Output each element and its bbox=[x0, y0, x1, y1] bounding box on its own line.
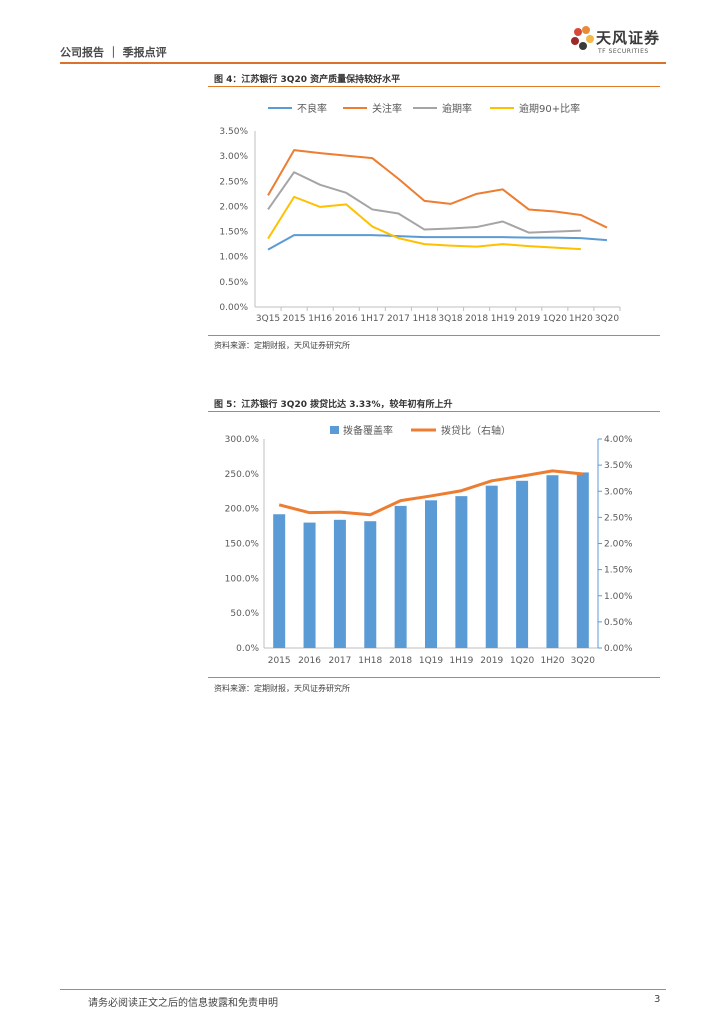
x-tick-label: 2017 bbox=[387, 314, 410, 324]
figure-4-top-line bbox=[208, 86, 660, 87]
bar bbox=[516, 480, 529, 648]
legend-label: 关注率 bbox=[372, 102, 402, 115]
header-divider bbox=[60, 62, 666, 64]
figure-5-top-line bbox=[208, 411, 660, 412]
left-tick-label: 150.0% bbox=[225, 540, 260, 550]
bar bbox=[425, 500, 437, 648]
series-line bbox=[267, 171, 581, 234]
left-tick-label: 200.0% bbox=[225, 505, 260, 515]
x-tick-label: 1Q19 bbox=[419, 656, 444, 666]
page-number: 3 bbox=[654, 994, 661, 1005]
right-tick-label: 2.50% bbox=[604, 513, 633, 523]
x-tick-label: 1Q20 bbox=[543, 314, 568, 324]
x-tick-label: 2016 bbox=[298, 656, 321, 666]
left-tick-label: 100.0% bbox=[225, 574, 260, 584]
legend-label: 逾期率 bbox=[442, 102, 472, 115]
left-tick-label: 50.0% bbox=[230, 609, 259, 619]
x-tick-label: 1H18 bbox=[412, 314, 436, 324]
x-tick-label: 3Q20 bbox=[571, 656, 596, 666]
left-tick-label: 300.0% bbox=[225, 435, 260, 445]
right-tick-label: 4.00% bbox=[604, 435, 633, 445]
y-tick-label: 3.00% bbox=[219, 152, 248, 162]
figure-4-source: 资料来源：定期财报，天风证券研究所 bbox=[214, 341, 350, 350]
x-tick-label: 1H19 bbox=[449, 656, 473, 666]
y-tick-label: 2.50% bbox=[219, 177, 248, 187]
series-line bbox=[267, 149, 608, 229]
logo-icon bbox=[571, 26, 594, 50]
x-tick-label: 2015 bbox=[283, 314, 306, 324]
x-tick-label: 2019 bbox=[517, 314, 540, 324]
bar bbox=[455, 496, 468, 648]
bar bbox=[364, 521, 377, 648]
x-tick-label: 1H18 bbox=[358, 656, 382, 666]
legend-label: 拨备覆盖率 bbox=[343, 424, 393, 437]
x-tick-label: 2019 bbox=[480, 656, 503, 666]
header-label: 公司报告 ｜ 季报点评 bbox=[60, 46, 167, 59]
x-tick-label: 2017 bbox=[328, 656, 351, 666]
y-tick-label: 3.50% bbox=[219, 127, 248, 137]
right-tick-label: 0.50% bbox=[604, 618, 633, 628]
footer-divider bbox=[60, 989, 666, 990]
footer-disclaimer: 请务必阅读正文之后的信息披露和免责申明 bbox=[88, 998, 278, 1009]
series-line bbox=[267, 195, 581, 251]
logo-subtext: TF SECURITIES bbox=[598, 48, 649, 55]
figure-4-bottom-line bbox=[208, 335, 660, 336]
x-tick-label: 1H20 bbox=[540, 656, 564, 666]
series-line bbox=[267, 234, 608, 251]
logo-text: 天风证券 bbox=[596, 29, 661, 47]
left-tick-label: 0.0% bbox=[236, 644, 259, 654]
bar bbox=[576, 472, 589, 648]
y-tick-label: 1.50% bbox=[219, 228, 248, 238]
left-tick-label: 250.0% bbox=[225, 470, 260, 480]
x-tick-label: 2016 bbox=[335, 314, 358, 324]
bar bbox=[303, 522, 316, 648]
y-tick-label: 0.00% bbox=[219, 303, 248, 313]
legend-label: 不良率 bbox=[297, 102, 327, 115]
right-tick-label: 2.00% bbox=[604, 540, 633, 550]
x-tick-label: 2018 bbox=[389, 656, 412, 666]
x-tick-label: 3Q15 bbox=[256, 314, 280, 324]
figure-5-source: 资料来源：定期财报，天风证券研究所 bbox=[214, 684, 350, 693]
right-tick-label: 1.00% bbox=[604, 592, 633, 602]
bar bbox=[485, 485, 498, 648]
bar bbox=[273, 514, 286, 648]
x-tick-label: 1H20 bbox=[569, 314, 593, 324]
figure-5-title: 图 5：江苏银行 3Q20 拨贷比达 3.33%，较年初有所上升 bbox=[214, 400, 453, 410]
x-tick-label: 1H16 bbox=[308, 314, 332, 324]
bar bbox=[546, 475, 559, 648]
figure-4-chart: 0.00% 0.50% 1.00% 1.50% 2.00% 2.50% 3.00% 3.50%… bbox=[219, 102, 621, 324]
right-tick-label: 1.50% bbox=[604, 566, 633, 576]
legend-label: 拨贷比（右轴） bbox=[441, 424, 511, 437]
x-tick-label: 2018 bbox=[465, 314, 488, 324]
legend-label: 逾期90+比率 bbox=[519, 102, 580, 115]
x-tick-label: 3Q18 bbox=[438, 314, 463, 324]
figure-5-bottom-line bbox=[208, 677, 660, 678]
x-tick-label: 1H19 bbox=[491, 314, 515, 324]
x-tick-label: 3Q20 bbox=[595, 314, 620, 324]
right-tick-label: 3.00% bbox=[604, 487, 633, 497]
figure-4-title: 图 4：江苏银行 3Q20 资产质量保持较好水平 bbox=[214, 75, 401, 85]
x-tick-label: 1H17 bbox=[360, 314, 384, 324]
figure-5-chart: 0.0% 50.0% 100.0% 150.0% 200.0% 250.0% 300.0% 0… bbox=[225, 424, 633, 666]
x-tick-label: 2015 bbox=[268, 656, 291, 666]
y-tick-label: 2.00% bbox=[219, 202, 248, 212]
bar bbox=[333, 519, 346, 648]
y-tick-label: 0.50% bbox=[219, 278, 248, 288]
x-tick-label: 1Q20 bbox=[510, 656, 535, 666]
right-tick-label: 0.00% bbox=[604, 644, 633, 654]
series-line bbox=[278, 469, 583, 517]
right-tick-label: 3.50% bbox=[604, 461, 633, 471]
y-tick-label: 1.00% bbox=[219, 253, 248, 263]
legend-swatch bbox=[330, 426, 339, 434]
bar bbox=[394, 505, 407, 648]
